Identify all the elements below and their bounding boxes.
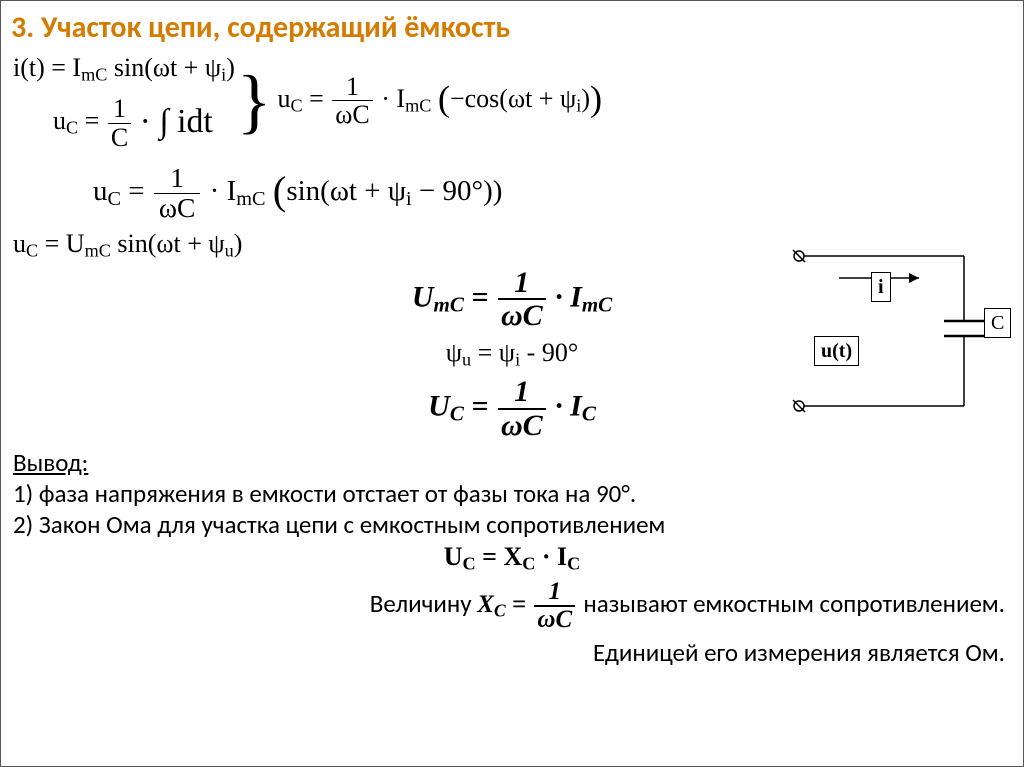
circuit-i-label: i bbox=[871, 272, 891, 302]
eq-uc-sin: uC = 1ωC · ImC (sin(ωt + ψi − 90°)) bbox=[13, 164, 1011, 223]
conclusion-block: Вывод: 1) фаза напряжения в емкости отст… bbox=[1, 447, 1023, 540]
eq-uc-cos: uC = 1ωC · ImC (−cos(ωt + ψi)) bbox=[277, 73, 602, 129]
circuit-diagram: i C u(t) bbox=[779, 236, 1009, 426]
xc-definition: Величину XC = 1ωC называют емкостным соп… bbox=[1, 577, 1023, 636]
conclusion-item-2: 2) Закон Ома для участка цепи с емкостны… bbox=[13, 509, 1011, 540]
conclusion-item-1: 1) фаза напряжения в емкости отстает от … bbox=[13, 478, 1011, 509]
right-brace-icon: } bbox=[237, 69, 272, 134]
eq-uc-def: uC = 1C · ∫ idt bbox=[13, 95, 213, 151]
eq-ohm: UC = XC · IC bbox=[1, 542, 1023, 575]
section-title: 3. Участок цепи, содержащий ёмкость bbox=[1, 1, 1023, 50]
conclusion-header: Вывод: bbox=[13, 447, 1011, 478]
circuit-c-label: C bbox=[984, 308, 1011, 338]
circuit-u-label: u(t) bbox=[814, 336, 859, 366]
unit-line: Единицей его измерения является Ом. bbox=[1, 635, 1023, 670]
circuit-svg bbox=[779, 236, 1009, 426]
eq-i-t: i(t) = ImC sin(ωt + ψi) bbox=[13, 51, 235, 87]
derivation-brace-row: i(t) = ImC sin(ωt + ψi) uC = 1C · ∫ idt … bbox=[13, 50, 1011, 152]
